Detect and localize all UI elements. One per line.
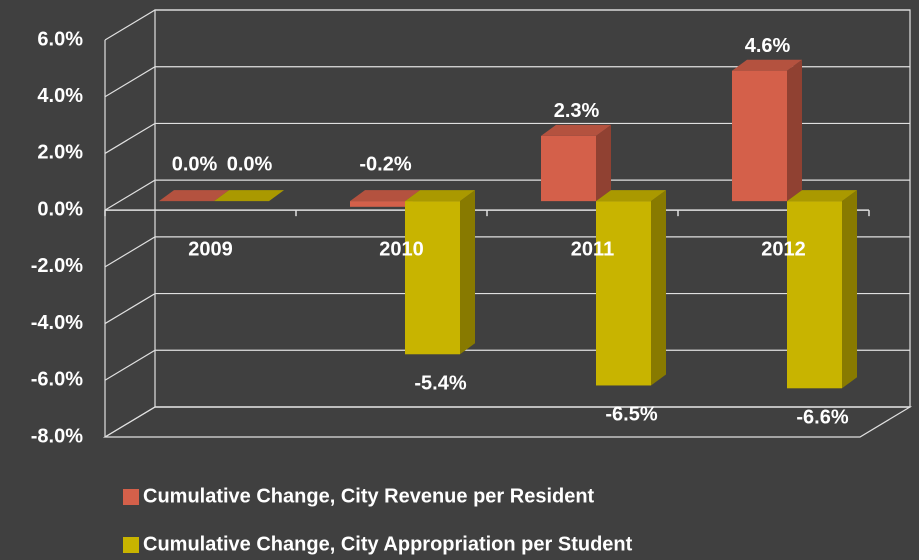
x-tick-label: 2012 [761,238,806,260]
bar-side [596,124,611,202]
x-tick-label: 2009 [188,238,233,260]
value-label: 0.0% [227,153,273,175]
bar [732,70,787,202]
bar-top [787,190,857,202]
bar [541,135,596,202]
bar-side [842,190,857,389]
bar-top [405,190,475,202]
bar-top [159,190,229,202]
legend-swatch [123,489,139,505]
bar-side [651,190,666,386]
y-tick-label: -6.0% [31,369,83,391]
bar-top [541,124,611,136]
value-label: -6.6% [796,407,848,429]
y-tick-label: 0.0% [37,198,83,220]
x-tick-label: 2011 [571,238,614,260]
bar-side [787,59,802,202]
value-label: -6.5% [605,404,657,426]
legend-label: Cumulative Change, City Revenue per Resi… [143,485,595,507]
value-label: 2.3% [554,100,600,122]
bar [350,201,405,207]
y-tick-label: 4.0% [37,85,83,107]
y-tick-label: 2.0% [37,142,83,164]
value-label: 0.0% [172,153,218,175]
y-tick-label: -2.0% [31,255,83,277]
y-tick-label: -4.0% [31,312,83,334]
legend-swatch [123,537,139,553]
grid-line [104,122,910,154]
bar [405,201,460,355]
x-tick-label: 2010 [379,238,424,260]
bar-top [350,190,420,202]
bar-side [460,190,475,355]
bar-top [214,190,284,202]
value-label: -0.2% [359,153,411,175]
legend-label: Cumulative Change, City Appropriation pe… [143,533,633,555]
value-label: -5.4% [414,373,466,395]
bar [787,201,842,389]
y-tick-label: -8.0% [31,425,83,447]
value-label: 4.6% [745,35,791,57]
bar-top [596,190,666,202]
bar-top [732,59,802,71]
grid-line [104,179,910,211]
grid-line [104,66,910,98]
grid-line [104,9,910,41]
y-tick-label: 6.0% [37,28,83,50]
bar [596,201,651,386]
grid-line [104,406,910,438]
floor [102,406,913,438]
